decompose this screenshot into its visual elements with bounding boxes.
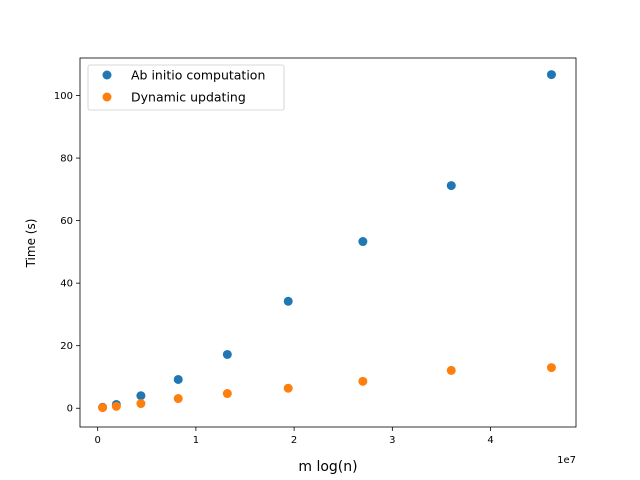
axes-frame <box>79 57 577 428</box>
legend-box <box>87 64 285 111</box>
ab-initio-point <box>222 349 232 359</box>
x-offset-label: 1e7 <box>557 455 576 466</box>
dynamic-updating-point <box>222 389 232 399</box>
dynamic-updating-point <box>136 399 146 409</box>
legend-label-dynamic: Dynamic updating <box>131 90 246 105</box>
dynamic-updating-point <box>98 403 108 413</box>
dynamic-updating-point <box>446 365 456 375</box>
ab-initio-point <box>283 296 293 306</box>
x-tick-label: 4 <box>487 435 493 446</box>
y-tick-label: 60 <box>60 216 73 227</box>
x-tick-label: 1 <box>193 435 199 446</box>
legend-label-ab-initio: Ab initio computation <box>131 68 265 83</box>
y-tick-label: 80 <box>60 154 73 165</box>
ab-initio-point <box>173 374 183 384</box>
y-tick-label: 40 <box>60 279 73 290</box>
dynamic-updating-point <box>111 401 121 411</box>
legend-marker-dynamic <box>102 92 112 102</box>
dynamic-updating-point <box>546 363 556 373</box>
x-axis-label: m log(n) <box>298 459 357 475</box>
y-tick-label: 20 <box>60 341 73 352</box>
y-tick-label: 0 <box>67 404 73 415</box>
legend-marker-ab-initio <box>102 70 112 80</box>
ab-initio-point <box>546 70 556 80</box>
ab-initio-point <box>136 391 146 401</box>
x-tick-label: 2 <box>291 435 297 446</box>
dynamic-updating-point <box>173 394 183 404</box>
dynamic-updating-point <box>283 383 293 393</box>
y-axis-label: Time (s) <box>24 219 38 269</box>
x-tick-label: 3 <box>389 435 395 446</box>
plot-area <box>80 58 576 427</box>
ab-initio-point <box>446 181 456 191</box>
y-axis-ticks: 0 20 40 60 80 100 <box>54 91 80 415</box>
ab-initio-point <box>358 237 368 247</box>
x-axis-ticks: 0 1 2 3 4 <box>94 427 494 446</box>
dynamic-updating-point <box>358 376 368 386</box>
x-tick-label: 0 <box>94 435 100 446</box>
y-tick-label: 100 <box>54 91 73 102</box>
legend: Ab initio computation Dynamic updating <box>87 64 285 111</box>
data-points <box>98 70 556 413</box>
